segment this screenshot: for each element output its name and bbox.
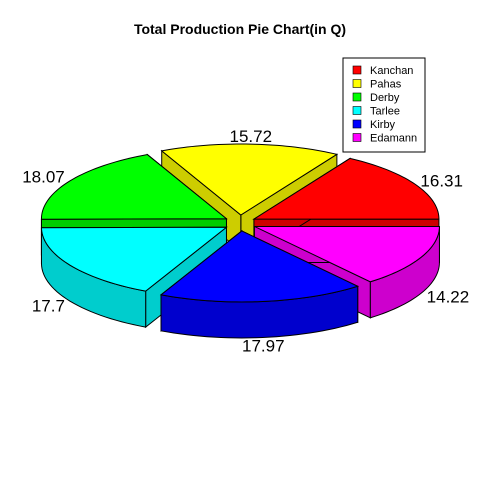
value-label-kirby: 17.97 [242,336,285,355]
legend-label-kanchan: Kanchan [370,65,413,77]
legend-label-derby: Derby [370,92,400,104]
legend-label-pahas: Pahas [370,79,402,91]
legend-label-tarlee: Tarlee [370,106,400,118]
slice-pahas [160,143,339,216]
legend-swatch-derby [352,92,362,102]
slice-derby [40,154,228,220]
value-labels: 16.31 15.72 18.07 17.7 17.97 14.22 [22,127,469,355]
slice-edamann [254,225,440,283]
legend-swatch-tarlee [352,106,362,115]
pie-slices [40,143,440,303]
value-label-pahas: 15.72 [229,127,272,146]
value-label-kanchan: 16.31 [420,171,463,190]
value-label-tarlee: 17.7 [32,296,65,315]
legend-label-edamann: Edamann [370,133,417,145]
value-label-edamann: 14.22 [427,288,470,307]
value-label-derby: 18.07 [22,168,65,187]
slice-kirby [159,230,360,303]
legend-label-kirby: Kirby [370,119,396,131]
slice-tarlee [40,226,228,292]
legend-swatch-pahas [352,79,362,88]
legend-swatch-kirby [352,119,362,129]
legend-swatch-edamann [352,133,362,142]
chart-title: Total Production Pie Chart(in Q) [134,21,346,37]
legend-swatch-kanchan [352,65,362,75]
slice-kanchan [252,157,440,220]
